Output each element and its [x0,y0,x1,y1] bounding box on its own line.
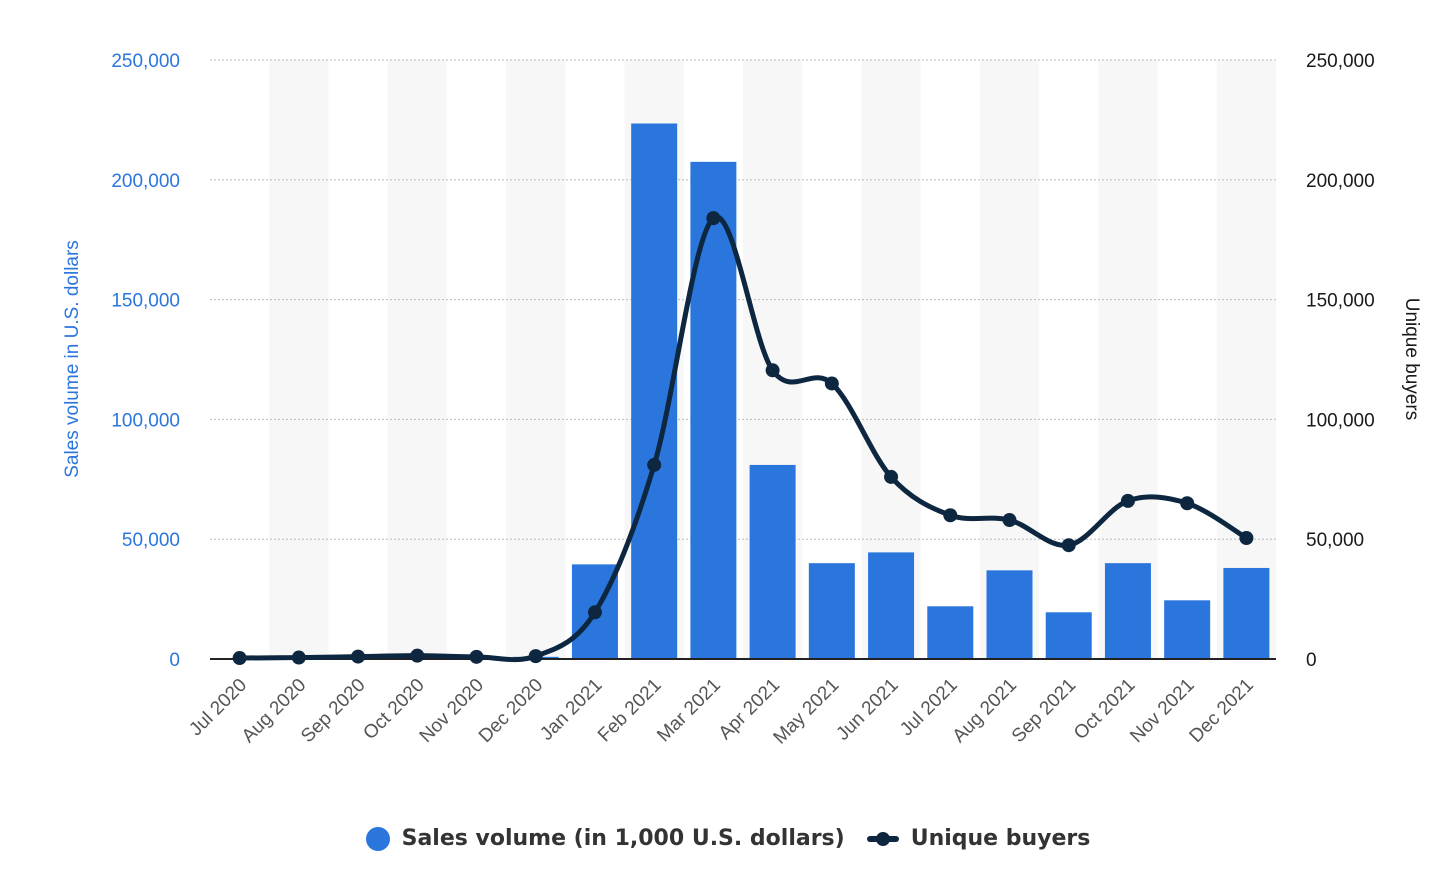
line-point [884,469,899,484]
x-tick-label: Aug 2021 [949,675,1021,747]
band [387,60,447,659]
band [506,60,566,659]
x-tick-label: Aug 2020 [238,675,310,747]
band [269,60,329,659]
left-tick-label: 0 [169,650,180,671]
line-point [410,648,425,663]
bar-series [216,123,1270,659]
bar [1223,567,1270,659]
x-tick-label: Dec 2020 [475,675,547,747]
legend-label-buyers: Unique buyers [910,826,1091,851]
line-point [528,649,543,664]
right-tick-label: 200,000 [1306,171,1375,192]
x-tick-label: Feb 2021 [594,675,666,747]
line-point [1002,513,1017,528]
legend-line-marker-icon [866,827,899,851]
right-axis-ticks: 0 50,000 100,000 150,000 200,000 250,000 [1306,51,1375,671]
line-point [1061,538,1076,553]
left-tick-label: 250,000 [111,51,180,72]
x-tick-label: Sep 2020 [297,675,369,747]
left-axis-ticks: 0 50,000 100,000 150,000 200,000 250,000 [111,51,180,671]
band [1216,60,1276,659]
line-point [1239,531,1254,546]
line-point [232,651,247,666]
line-point [943,508,958,523]
line-point [587,605,602,620]
band [979,60,1040,659]
x-tick-label: Nov 2020 [416,675,488,747]
legend-item-sales[interactable]: Sales volume (in 1,000 U.S. dollars) [365,826,845,851]
gridlines [210,59,1276,540]
right-tick-label: 250,000 [1306,51,1375,72]
line-point [291,650,306,665]
right-axis-title: Unique buyers [1401,298,1422,421]
x-tick-label: Dec 2021 [1186,675,1258,747]
x-tick-label: Jun 2021 [832,675,902,745]
x-tick-label: Sep 2021 [1008,675,1080,747]
left-tick-label: 150,000 [111,291,180,312]
right-tick-label: 150,000 [1306,291,1375,312]
line-point [824,376,839,391]
line-point [1120,493,1135,508]
bar [1045,612,1092,659]
legend-label-sales: Sales volume (in 1,000 U.S. dollars) [401,826,845,851]
right-tick-label: 100,000 [1306,410,1375,431]
bar [749,464,796,659]
bar [1164,600,1211,659]
bar [868,552,915,659]
x-tick-label: Mar 2021 [653,675,725,747]
left-tick-label: 100,000 [111,410,180,431]
right-tick-label: 0 [1306,650,1317,671]
chart-svg: 0 50,000 100,000 150,000 200,000 250,000 0 50,… [62,51,1422,749]
band [1098,60,1158,659]
line-point [351,649,366,664]
line-point [706,211,721,226]
bar [690,161,737,659]
left-tick-label: 200,000 [111,171,180,192]
line-point [647,457,662,472]
line-point [765,363,780,378]
left-tick-label: 50,000 [122,530,180,551]
left-axis-title: Sales volume in U.S. dollars [62,240,83,478]
line-series [232,211,1254,666]
line-point [469,649,484,664]
line-point [1180,496,1195,511]
bar [927,606,974,659]
x-tick-label: Nov 2021 [1126,675,1198,747]
legend-bar-marker-icon [365,826,390,851]
legend: Sales volume (in 1,000 U.S. dollars) Uni… [0,826,1456,851]
legend-item-buyers[interactable]: Unique buyers [866,826,1091,851]
x-tick-label: May 2021 [770,675,844,749]
right-tick-label: 50,000 [1306,530,1364,551]
bar [1104,563,1151,659]
bar [808,563,855,659]
bar [986,570,1033,659]
